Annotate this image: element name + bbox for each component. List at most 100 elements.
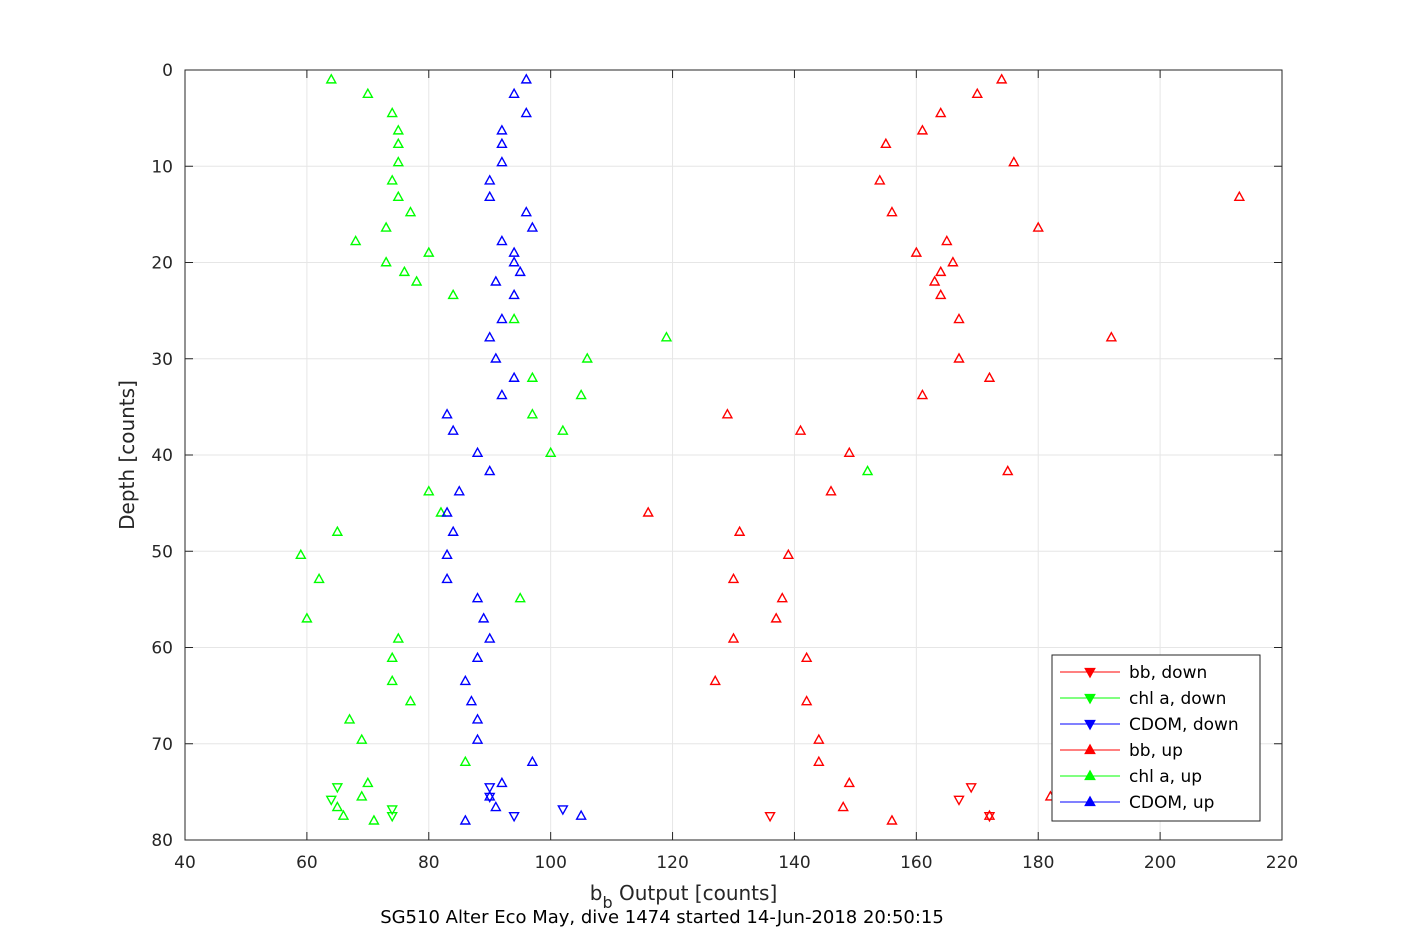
data-point-bb-up bbox=[770, 612, 782, 623]
y-tick-label: 30 bbox=[151, 350, 173, 370]
data-point-cdom-up bbox=[441, 548, 453, 560]
data-point-cdom-up bbox=[459, 814, 472, 825]
data-point-cdom-up bbox=[508, 288, 520, 300]
data-point-chl-a-down bbox=[331, 783, 344, 794]
data-point-chl-a-up bbox=[386, 174, 398, 185]
data-point-bb-up bbox=[1105, 331, 1118, 342]
data-point-cdom-up bbox=[453, 485, 465, 496]
data-point-cdom-up bbox=[496, 235, 508, 246]
data-point-cdom-down bbox=[484, 792, 496, 803]
data-point-chl-a-up bbox=[575, 389, 587, 400]
data-point-chl-a-up bbox=[301, 612, 313, 623]
data-point-cdom-up bbox=[520, 107, 532, 118]
data-point-bb-up bbox=[947, 256, 959, 267]
data-point-cdom-up bbox=[484, 190, 496, 201]
data-point-chl-a-up bbox=[356, 733, 368, 744]
data-point-chl-a-up bbox=[380, 256, 392, 267]
data-point-chl-a-up bbox=[544, 446, 557, 458]
data-point-bb-up bbox=[971, 87, 983, 99]
data-point-chl-a-up bbox=[404, 695, 417, 706]
data-point-cdom-up bbox=[465, 695, 478, 706]
data-point-chl-a-up bbox=[392, 137, 404, 149]
data-point-chl-a-up bbox=[459, 755, 472, 766]
data-point-cdom-up bbox=[496, 124, 508, 135]
x-axis-label-subscript: b bbox=[602, 893, 612, 912]
x-tick-label: 60 bbox=[296, 853, 318, 873]
data-point-cdom-up bbox=[484, 174, 496, 185]
data-point-bb-up bbox=[910, 246, 923, 257]
data-point-bb-up bbox=[983, 371, 996, 382]
data-point-bb-up bbox=[813, 733, 825, 744]
data-point-cdom-up bbox=[496, 312, 508, 324]
data-point-bb-up bbox=[953, 312, 965, 324]
data-point-cdom-up bbox=[459, 674, 472, 686]
data-point-cdom-up bbox=[441, 506, 453, 517]
legend-label: chl a, down bbox=[1129, 689, 1226, 709]
legend-marker bbox=[1084, 769, 1096, 781]
data-point-bb-up bbox=[642, 506, 654, 517]
data-point-chl-a-up bbox=[423, 485, 435, 496]
data-point-cdom-up bbox=[484, 331, 496, 342]
x-tick-label: 220 bbox=[1266, 853, 1298, 873]
data-point-cdom-up bbox=[484, 632, 496, 643]
data-point-cdom-up bbox=[526, 755, 539, 766]
data-point-chl-a-up bbox=[581, 352, 593, 363]
data-point-bb-up bbox=[721, 408, 734, 419]
data-point-chl-a-up bbox=[514, 592, 526, 603]
data-point-cdom-up bbox=[508, 256, 520, 267]
data-point-chl-a-down bbox=[386, 805, 398, 816]
x-tick-label: 120 bbox=[656, 853, 688, 873]
data-point-cdom-up bbox=[575, 809, 587, 820]
y-tick-label: 40 bbox=[151, 446, 173, 466]
data-point-chl-a-up bbox=[295, 548, 307, 560]
data-point-cdom-up bbox=[496, 137, 508, 149]
legend-marker bbox=[1084, 667, 1096, 679]
data-point-chl-a-up bbox=[392, 190, 404, 201]
data-point-bb-up bbox=[880, 137, 892, 149]
data-point-chl-a-up bbox=[392, 632, 404, 643]
data-point-chl-a-up bbox=[392, 124, 404, 135]
legend-marker bbox=[1084, 693, 1096, 705]
figure-caption: SG510 Alter Eco May, dive 1474 started 1… bbox=[380, 907, 944, 928]
data-point-chl-a-up bbox=[410, 275, 423, 286]
data-point-chl-a-up bbox=[526, 371, 539, 382]
points-layer bbox=[295, 73, 1246, 825]
data-point-chl-a-up bbox=[331, 800, 344, 812]
data-point-chl-a-up bbox=[362, 87, 374, 99]
data-point-bb-up bbox=[776, 592, 788, 603]
data-point-chl-a-up bbox=[343, 713, 356, 724]
data-point-cdom-up bbox=[520, 206, 532, 217]
data-point-bb-up bbox=[794, 424, 807, 435]
legend-label: CDOM, up bbox=[1129, 793, 1214, 813]
data-point-bb-down bbox=[965, 783, 977, 794]
data-point-cdom-up bbox=[496, 776, 508, 788]
data-point-chl-a-up bbox=[508, 312, 520, 324]
data-point-cdom-up bbox=[520, 73, 532, 84]
data-point-cdom-up bbox=[496, 156, 508, 167]
data-point-chl-a-up bbox=[435, 506, 447, 517]
data-point-bb-down bbox=[764, 811, 776, 823]
data-point-bb-down bbox=[953, 795, 965, 806]
x-axis-label-rest: Output [counts] bbox=[613, 881, 778, 905]
data-point-bb-up bbox=[837, 800, 849, 812]
data-point-cdom-up bbox=[471, 446, 484, 458]
legend-label: bb, up bbox=[1129, 741, 1183, 761]
data-point-cdom-up bbox=[490, 352, 502, 363]
data-point-chl-a-up bbox=[325, 73, 337, 84]
x-tick-label: 40 bbox=[174, 853, 196, 873]
data-point-cdom-up bbox=[477, 612, 490, 623]
data-point-cdom-up bbox=[471, 713, 484, 724]
x-axis-label: bb Output [counts] bbox=[590, 881, 778, 912]
y-tick-label: 50 bbox=[151, 542, 173, 562]
x-tick-label: 200 bbox=[1144, 853, 1176, 873]
data-point-cdom-down bbox=[508, 811, 520, 823]
data-point-bb-up bbox=[916, 124, 929, 135]
data-point-bb-up bbox=[983, 809, 996, 820]
y-tick-label: 10 bbox=[151, 157, 173, 177]
data-point-cdom-up bbox=[526, 221, 539, 232]
data-point-bb-up bbox=[935, 288, 947, 300]
data-point-cdom-up bbox=[508, 246, 520, 257]
data-point-chl-a-up bbox=[861, 465, 874, 476]
x-tick-label: 160 bbox=[900, 853, 932, 873]
